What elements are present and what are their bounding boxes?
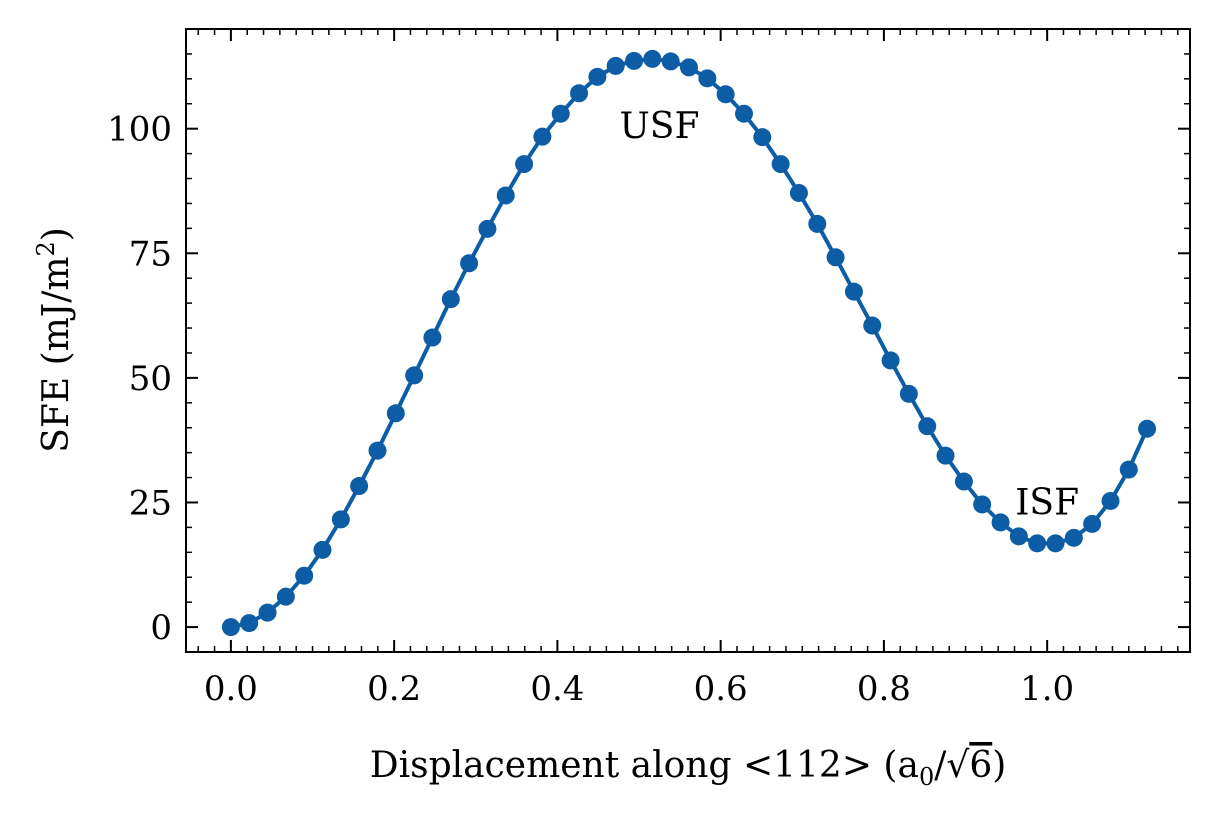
data-point xyxy=(221,618,240,637)
data-point xyxy=(991,513,1010,532)
data-point xyxy=(973,495,992,514)
annotations: USF ISF xyxy=(619,106,1079,523)
data-point xyxy=(954,472,973,491)
data-point xyxy=(936,446,955,465)
x-axis-label-unit-sqrt: √ xyxy=(946,745,969,786)
data-point xyxy=(753,128,772,147)
data-point xyxy=(1119,460,1138,479)
data-point xyxy=(1101,491,1120,510)
data-point xyxy=(918,417,937,436)
data-point xyxy=(844,282,863,301)
data-point xyxy=(588,67,607,86)
x-tick-label: 0.8 xyxy=(857,669,911,709)
data-point xyxy=(295,566,314,585)
x-axis-label-direction: <112> xyxy=(743,745,872,786)
x-axis-label-unit-radicand: 6 xyxy=(969,745,992,786)
x-axis-label-unit-sub: 0 xyxy=(919,763,934,791)
data-point xyxy=(258,603,277,622)
data-point xyxy=(496,186,515,205)
data-point xyxy=(899,384,918,403)
y-axis-label-close: ) xyxy=(36,227,77,241)
data-point xyxy=(734,104,753,123)
y-axis-label-sup: 2 xyxy=(32,241,60,256)
annotation-usf: USF xyxy=(619,106,699,147)
y-axis-label: SFE (mJ/m2) xyxy=(32,227,77,453)
data-point xyxy=(276,587,295,606)
y-tick-label: 100 xyxy=(107,110,172,150)
data-point xyxy=(863,316,882,335)
y-tick-label: 75 xyxy=(129,234,172,274)
data-point xyxy=(515,155,534,174)
data-point xyxy=(1083,514,1102,533)
plot-frame xyxy=(185,28,1191,653)
x-axis-label: Displacement along <112> (a0/√6) xyxy=(370,745,1007,791)
data-point xyxy=(1064,528,1083,547)
y-tick-label: 25 xyxy=(129,483,172,523)
x-axis-label-unit-slash: / xyxy=(934,745,947,786)
data-point xyxy=(716,85,735,104)
data-point xyxy=(1028,534,1047,553)
x-tick-label: 0.2 xyxy=(367,669,421,709)
data-point xyxy=(771,155,790,174)
data-point xyxy=(240,614,259,633)
data-series xyxy=(221,49,1157,637)
data-point xyxy=(386,404,405,423)
x-tick-label: 0.6 xyxy=(694,669,748,709)
data-point xyxy=(331,510,350,529)
data-point xyxy=(606,56,625,75)
y-tick-label: 0 xyxy=(150,608,172,648)
data-point xyxy=(1046,534,1065,553)
x-axis-label-unit-open: (a xyxy=(872,745,919,786)
data-point xyxy=(533,127,552,146)
data-point xyxy=(881,351,900,370)
x-tick-label: 1.0 xyxy=(1020,669,1074,709)
data-point xyxy=(405,366,424,385)
annotation-isf: ISF xyxy=(1015,482,1079,523)
data-point xyxy=(1138,419,1157,438)
major-ticks xyxy=(186,29,1190,652)
data-point xyxy=(661,52,680,71)
data-point xyxy=(643,49,662,68)
data-point xyxy=(789,183,808,202)
x-tick-label: 0.4 xyxy=(530,669,584,709)
data-point xyxy=(478,219,497,238)
x-axis-label-unit-close: ) xyxy=(992,745,1006,786)
data-point xyxy=(625,51,644,70)
data-point xyxy=(826,248,845,267)
y-tick-label: 50 xyxy=(129,359,172,399)
data-point xyxy=(368,441,387,460)
x-tick-labels: 0.0 0.2 0.4 0.6 0.8 1.0 xyxy=(204,669,1074,709)
y-tick-labels: 0 25 50 75 100 xyxy=(107,110,172,648)
data-point xyxy=(808,214,827,233)
y-axis-label-main: SFE (mJ/m xyxy=(36,257,77,453)
data-point xyxy=(1009,527,1028,546)
data-point xyxy=(679,58,698,77)
data-point xyxy=(460,254,479,273)
data-point xyxy=(423,328,442,347)
data-point xyxy=(570,84,589,103)
data-point xyxy=(551,104,570,123)
data-point xyxy=(350,477,369,496)
x-tick-label: 0.0 xyxy=(204,669,258,709)
data-point xyxy=(698,69,717,88)
data-point xyxy=(441,290,460,309)
data-point xyxy=(313,540,332,559)
x-axis-label-main: Displacement along xyxy=(370,745,743,786)
